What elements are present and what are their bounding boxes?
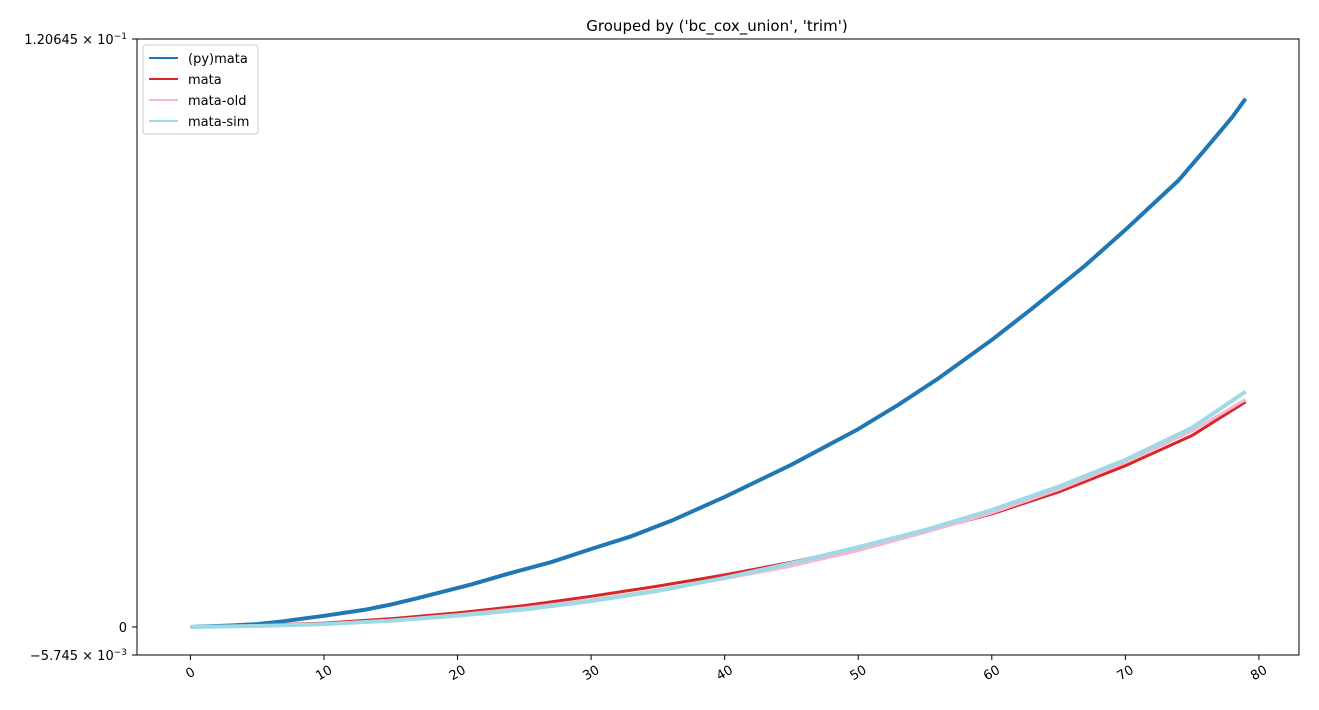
x-tick-label: 50 [848, 663, 870, 684]
y-tick-label: 1.20645 × 10−1 [24, 32, 127, 48]
x-tick-label: 0 [183, 665, 198, 682]
series-layer [190, 97, 1248, 629]
legend-label: mata-sim [188, 115, 249, 130]
x-tick-label: 40 [714, 663, 736, 684]
plot-frame [136, 38, 1300, 656]
x-tick-label: 30 [580, 663, 602, 684]
x-tick-label: 70 [1115, 663, 1137, 684]
x-tick-label: 20 [447, 663, 469, 684]
series-line-mata [190, 400, 1247, 629]
legend-label: mata-old [188, 94, 246, 109]
y-axis: 1.20645 × 10−1 0 −5.745 × 10−3 [24, 32, 137, 664]
x-tick-label: 80 [1248, 663, 1270, 684]
x-tick-label: 60 [981, 663, 1003, 684]
series-line-mata-sim [190, 389, 1247, 629]
series-line-mata-old [190, 398, 1247, 629]
x-axis: 0 10 20 30 40 50 60 70 80 [183, 655, 1270, 684]
legend: (py)mata mata mata-old mata-sim [142, 44, 259, 135]
legend-box [142, 44, 259, 135]
series-line-py-mata [190, 97, 1248, 629]
x-tick-label: 10 [313, 663, 335, 684]
y-tick-label: 0 [119, 621, 127, 636]
y-tick-label: −5.745 × 10−3 [30, 648, 127, 664]
chart-title: Grouped by ('bc_cox_union', 'trim') [586, 17, 847, 36]
legend-label: mata [188, 73, 222, 88]
legend-label: (py)mata [188, 52, 248, 67]
